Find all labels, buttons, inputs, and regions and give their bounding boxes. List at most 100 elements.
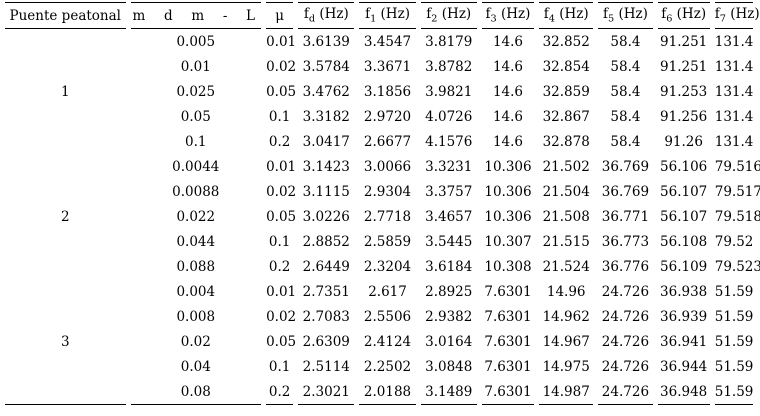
cell-f4: 21.515 (542, 233, 590, 250)
cell-f7: 131.4 (714, 133, 754, 150)
cell-f1: 2.4124 (363, 333, 412, 350)
cell-f3: 10.308 (484, 258, 532, 275)
cell-f6: 36.948 (657, 379, 710, 405)
cell-f4: 21.504 (542, 183, 590, 200)
header-part: 1 (370, 13, 377, 25)
col-header-f5: f5 (Hz) (598, 2, 653, 29)
cell-mu: 0.01 (266, 33, 297, 50)
cell-fd: 3.1115 (302, 183, 350, 200)
header-token: d (164, 7, 173, 24)
cell-f6: 91.251 (660, 33, 708, 50)
cell-f1: 2.0188 (359, 379, 416, 405)
cell-f5: 24.726 (601, 333, 650, 350)
cell-fd: 3.0226 (302, 208, 350, 225)
cell-f4: 32.859 (542, 83, 590, 100)
cell-f4: 14.96 (546, 283, 586, 300)
cell-mu: 0.1 (268, 233, 291, 250)
table-row: 1 0.005 0.01 3.6139 3.4547 3.8179 14.6 32.852 58… (5, 29, 753, 100)
cell-f5: 24.726 (601, 358, 650, 375)
col-header-f6: f6 (Hz) (657, 2, 710, 29)
cell-f1: 2.6677 (363, 133, 412, 150)
cell-f1: 3.1856 (363, 83, 412, 100)
cell-f3: 7.6301 (484, 333, 532, 350)
cell-f3: 10.306 (484, 158, 532, 175)
cell-mL: 0.004 (176, 283, 216, 300)
cell-fd: 3.1423 (302, 158, 350, 175)
table-row: 0.1 0.2 3.0417 2.6677 4.1576 14.6 32.878 58.4 91… (5, 129, 753, 154)
cell-f7: 79.52 (714, 233, 754, 250)
cell-f7: 79.517 (714, 183, 760, 200)
cell-mu: 0.2 (268, 258, 291, 275)
cell-f4: 14.962 (542, 308, 590, 325)
cell-f6: 56.109 (660, 258, 708, 275)
cell-f2: 3.0848 (425, 358, 473, 375)
table-row: 0.08 0.2 2.3021 2.0188 3.1489 7.6301 14.987 24.… (5, 379, 753, 405)
cell-f7: 131.4 (714, 108, 754, 125)
header-part: 7 (719, 13, 726, 25)
header-part: f (303, 6, 309, 23)
cell-f7: 51.59 (714, 283, 754, 300)
cell-f5: 58.4 (610, 108, 641, 125)
cell-mu: 0.1 (268, 358, 291, 375)
cell-f3: 14.6 (492, 83, 524, 100)
header-part: (Hz) (496, 6, 531, 23)
cell-f6: 91.26 (664, 133, 703, 150)
header-part: (Hz) (672, 6, 707, 23)
col-header-fd: fd (Hz) (298, 2, 355, 29)
cell-f6: 91.256 (660, 108, 708, 125)
cell-f6: 91.251 (660, 58, 708, 75)
cell-f5: 36.773 (601, 233, 650, 250)
cell-f3: 10.306 (484, 183, 532, 200)
cell-f2: 3.9821 (425, 83, 473, 100)
cell-mu: 0.02 (266, 308, 297, 325)
table-row: 2 0.0044 0.01 3.1423 3.0066 3.3231 10.306 21.50… (5, 154, 760, 225)
cell-f1: 2.9304 (363, 183, 412, 200)
cell-mL: 0.05 (180, 108, 211, 125)
cell-f1: 2.7718 (363, 208, 412, 225)
table-row: 0.044 0.1 2.8852 2.5859 3.5445 10.307 21.515 36… (5, 229, 753, 254)
cell-mL: 0.02 (180, 333, 211, 350)
cell-mu: 0.2 (268, 133, 291, 150)
table-row: 0.02 0.05 2.6309 2.4124 3.0164 7.6301 14.967 24… (5, 329, 754, 354)
cell-mL: 0.025 (176, 83, 216, 100)
header-part: (Hz) (437, 6, 472, 23)
cell-f2: 4.0726 (425, 108, 473, 125)
table-row: 3 0.004 0.01 2.7351 2.617 2.8925 7.6301 14.96 24… (5, 279, 754, 405)
header-part: 3 (490, 13, 497, 25)
col-header-f1: f1 (Hz) (359, 2, 416, 29)
header-part: f (426, 6, 432, 23)
table-row: 0.05 0.1 3.3182 2.9720 4.0726 14.6 32.867 58.4 9… (5, 104, 754, 129)
cell-f1: 2.5506 (363, 308, 412, 325)
cell-mL: 0.0088 (172, 183, 220, 200)
table-row: 0.025 0.05 3.4762 3.1856 3.9821 14.6 32.859 58.… (5, 79, 753, 104)
header-part: (Hz) (725, 6, 760, 23)
header-part: f (485, 6, 491, 23)
table-row: 0.008 0.02 2.7083 2.5506 2.9382 7.6301 14.962 2… (5, 304, 753, 329)
cell-f1: 2.3204 (363, 258, 412, 275)
cell-f7: 79.523 (714, 258, 760, 275)
cell-f6: 91.253 (660, 83, 708, 100)
cell-fd: 2.8852 (302, 233, 350, 250)
cell-f3: 10.307 (484, 233, 532, 250)
cell-f4: 21.502 (542, 158, 590, 175)
header-part: (Hz) (614, 6, 648, 23)
cell-f4: 14.987 (539, 379, 594, 405)
cell-f6: 36.941 (660, 333, 708, 350)
cell-f3: 14.6 (492, 133, 524, 150)
cell-fd: 3.0417 (302, 133, 350, 150)
cell-f6: 56.107 (660, 208, 708, 225)
header-part: f (602, 6, 608, 23)
cell-fd: 2.6309 (302, 333, 350, 350)
cell-f7: 131.4 (714, 83, 754, 100)
cell-f5: 58.4 (610, 133, 641, 150)
col-header-f7: f7 (Hz) (714, 2, 760, 29)
cell-f6: 56.106 (660, 158, 708, 175)
cell-f2: 3.5445 (425, 233, 473, 250)
cell-f3: 7.6301 (484, 358, 532, 375)
table-row: 0.04 0.1 2.5114 2.2502 3.0848 7.6301 14.975 24.… (5, 354, 754, 379)
